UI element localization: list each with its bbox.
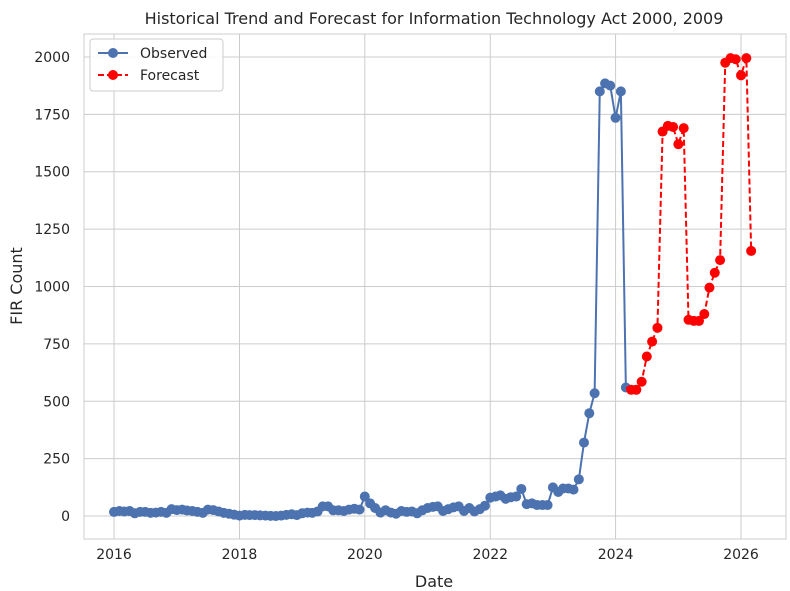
x-tick-label: 2024 (598, 547, 634, 563)
x-tick-label: 2022 (472, 547, 508, 563)
data-point-forecast (678, 123, 689, 134)
data-point-observed (584, 408, 595, 419)
x-axis-label: Date (415, 572, 453, 591)
data-point-forecast (715, 255, 726, 266)
y-tick-label: 750 (43, 337, 70, 353)
data-point-forecast (673, 139, 684, 150)
y-tick-label: 2000 (34, 50, 70, 66)
x-tick-label: 2016 (96, 547, 132, 563)
x-axis-ticks: 2016 2018 2020 2022 2024 2026 (96, 547, 759, 563)
legend-observed-label: Observed (140, 46, 207, 62)
grid-lines (84, 34, 786, 539)
y-tick-label: 500 (43, 394, 70, 410)
data-point-forecast (736, 70, 747, 81)
data-point-observed (479, 500, 490, 511)
series-layer (109, 53, 757, 522)
legend-forecast-marker (108, 70, 118, 80)
data-point-observed (516, 483, 527, 494)
data-point-forecast (641, 351, 652, 362)
data-point-observed (605, 80, 616, 91)
data-point-observed (573, 474, 584, 485)
data-point-forecast (652, 322, 663, 333)
data-point-forecast (741, 53, 752, 64)
x-tick-label: 2018 (222, 547, 258, 563)
data-point-observed (354, 504, 365, 515)
y-tick-label: 1500 (34, 165, 70, 181)
data-point-observed (568, 484, 579, 495)
data-point-forecast (647, 336, 658, 347)
y-tick-label: 250 (43, 452, 70, 468)
data-point-forecast (631, 384, 642, 395)
data-point-observed (615, 86, 626, 97)
data-point-forecast (693, 315, 704, 326)
data-point-forecast (668, 121, 679, 132)
data-point-observed (511, 491, 522, 502)
chart-title: Historical Trend and Forecast for Inform… (145, 9, 724, 28)
data-point-observed (359, 491, 370, 502)
legend: Observed Forecast (89, 38, 224, 92)
data-point-forecast (730, 54, 741, 65)
data-point-forecast (636, 376, 647, 387)
data-point-observed (594, 86, 605, 97)
data-point-forecast (709, 267, 720, 278)
data-point-observed (589, 388, 600, 399)
x-tick-label: 2020 (347, 547, 383, 563)
y-tick-label: 0 (61, 509, 70, 525)
legend-observed-marker (108, 48, 118, 58)
y-axis-label: FIR Count (7, 247, 26, 325)
data-point-forecast (704, 282, 715, 293)
data-point-observed (610, 112, 621, 123)
legend-forecast-label: Forecast (140, 68, 200, 84)
x-tick-label: 2026 (723, 547, 759, 563)
data-point-forecast (746, 245, 757, 256)
data-point-observed (542, 500, 553, 511)
y-axis-ticks: 0 250 500 750 1000 1250 1500 1750 2000 (34, 50, 70, 525)
y-tick-label: 1750 (34, 107, 70, 123)
y-tick-label: 1250 (34, 222, 70, 238)
data-point-observed (578, 437, 589, 448)
y-tick-label: 1000 (34, 280, 70, 296)
data-point-forecast (699, 309, 710, 320)
